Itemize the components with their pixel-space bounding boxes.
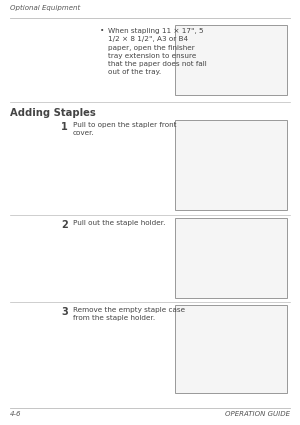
Text: Optional Equipment: Optional Equipment bbox=[10, 5, 80, 11]
Bar bbox=[175, 120, 287, 210]
Bar bbox=[175, 305, 287, 393]
Text: OPERATION GUIDE: OPERATION GUIDE bbox=[225, 411, 290, 417]
Text: Remove the empty staple case
from the staple holder.: Remove the empty staple case from the st… bbox=[73, 307, 185, 321]
Bar bbox=[175, 25, 287, 95]
Text: 2: 2 bbox=[61, 220, 68, 230]
Text: 3: 3 bbox=[61, 307, 68, 317]
Text: When stapling 11 × 17", 5
1/2 × 8 1/2", A3 or B4
paper, open the finisher
tray e: When stapling 11 × 17", 5 1/2 × 8 1/2", … bbox=[108, 28, 207, 75]
Text: 1: 1 bbox=[61, 122, 68, 132]
Bar bbox=[175, 218, 287, 298]
Text: Pull to open the stapler front
cover.: Pull to open the stapler front cover. bbox=[73, 122, 176, 136]
Text: Adding Staples: Adding Staples bbox=[10, 108, 96, 118]
Text: Pull out the staple holder.: Pull out the staple holder. bbox=[73, 220, 165, 226]
Text: 4-6: 4-6 bbox=[10, 411, 22, 417]
Text: •: • bbox=[100, 28, 104, 34]
